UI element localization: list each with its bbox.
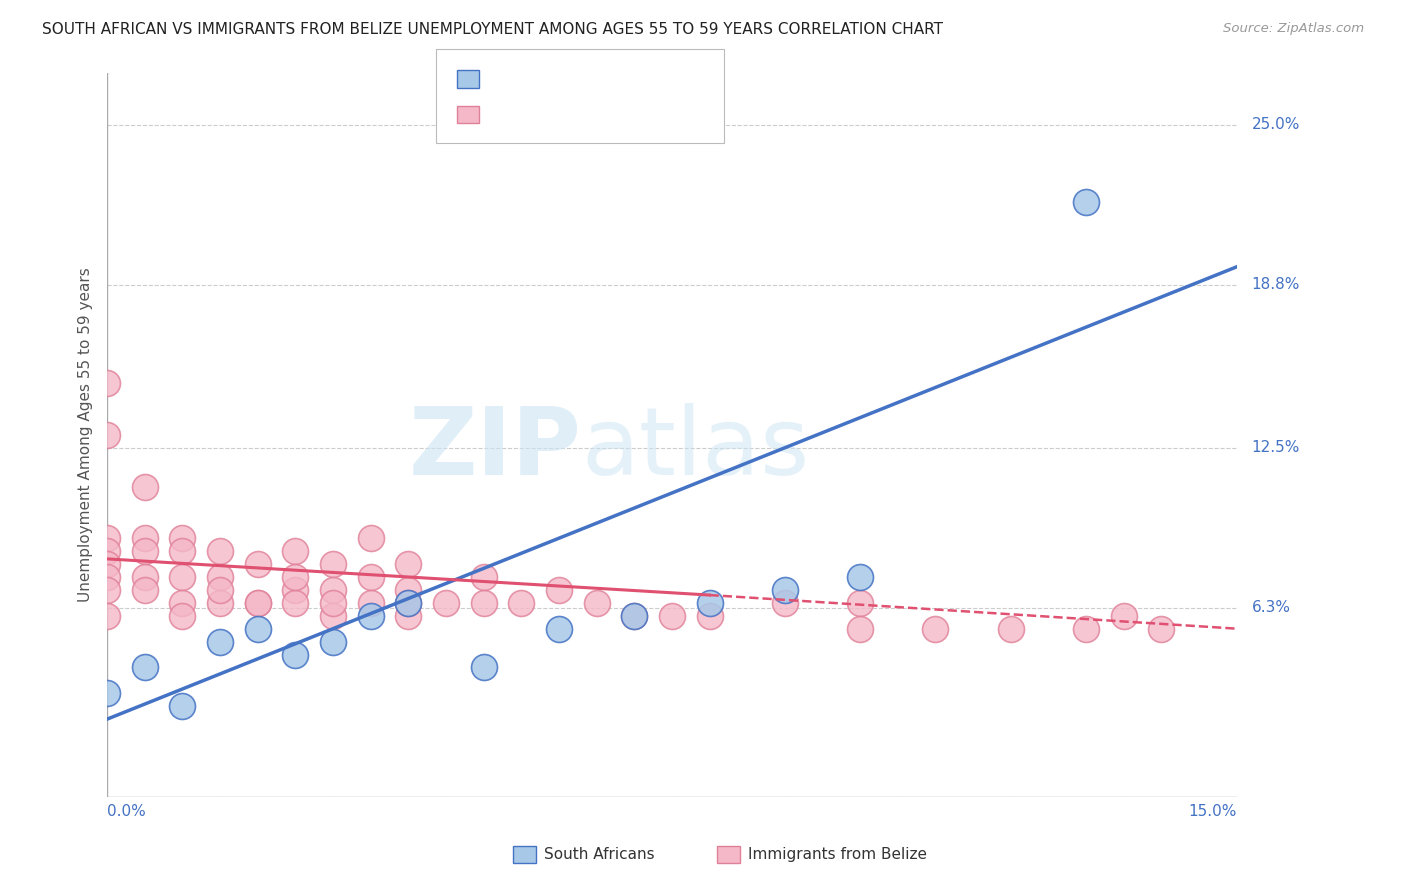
Point: [134, 660, 156, 674]
Point: [172, 531, 194, 545]
Point: [623, 608, 645, 623]
Point: [96, 376, 118, 391]
Point: [246, 596, 269, 610]
Point: [548, 622, 571, 636]
Point: [172, 544, 194, 558]
Point: [360, 608, 382, 623]
Point: [134, 544, 156, 558]
Point: [172, 608, 194, 623]
Text: R = -0.093   N = 57: R = -0.093 N = 57: [489, 107, 640, 122]
Point: [849, 596, 872, 610]
Point: [96, 557, 118, 571]
Point: [284, 648, 307, 662]
Text: 15.0%: 15.0%: [1188, 805, 1237, 820]
Point: [396, 596, 419, 610]
Point: [1150, 622, 1173, 636]
Point: [172, 699, 194, 714]
Text: Source: ZipAtlas.com: Source: ZipAtlas.com: [1223, 22, 1364, 36]
Point: [434, 596, 457, 610]
Point: [510, 596, 533, 610]
Point: [360, 596, 382, 610]
Point: [1112, 608, 1135, 623]
Point: [585, 596, 607, 610]
Point: [849, 570, 872, 584]
Point: [284, 544, 307, 558]
Point: [284, 582, 307, 597]
Point: [209, 544, 232, 558]
Point: [96, 427, 118, 442]
Point: [472, 570, 495, 584]
Point: [96, 582, 118, 597]
Point: [96, 686, 118, 700]
Point: [1000, 622, 1022, 636]
Point: [284, 596, 307, 610]
Point: [134, 582, 156, 597]
Text: ZIP: ZIP: [409, 403, 582, 495]
Point: [96, 531, 118, 545]
Point: [134, 479, 156, 493]
Point: [172, 596, 194, 610]
Text: South Africans: South Africans: [544, 847, 655, 862]
Point: [1074, 195, 1097, 210]
Point: [396, 608, 419, 623]
Point: [773, 596, 796, 610]
Point: [699, 608, 721, 623]
Point: [360, 570, 382, 584]
Point: [322, 582, 344, 597]
Text: SOUTH AFRICAN VS IMMIGRANTS FROM BELIZE UNEMPLOYMENT AMONG AGES 55 TO 59 YEARS C: SOUTH AFRICAN VS IMMIGRANTS FROM BELIZE …: [42, 22, 943, 37]
Point: [209, 596, 232, 610]
Point: [472, 596, 495, 610]
Point: [246, 596, 269, 610]
Text: 12.5%: 12.5%: [1251, 441, 1301, 455]
Point: [96, 608, 118, 623]
Point: [773, 582, 796, 597]
Point: [134, 570, 156, 584]
Y-axis label: Unemployment Among Ages 55 to 59 years: Unemployment Among Ages 55 to 59 years: [79, 268, 93, 602]
Point: [322, 634, 344, 648]
Point: [924, 622, 946, 636]
Point: [246, 622, 269, 636]
Point: [396, 582, 419, 597]
Text: 25.0%: 25.0%: [1251, 117, 1301, 132]
Point: [699, 596, 721, 610]
Point: [172, 570, 194, 584]
Point: [849, 622, 872, 636]
Point: [209, 634, 232, 648]
Point: [396, 596, 419, 610]
Text: atlas: atlas: [582, 403, 810, 495]
Point: [322, 596, 344, 610]
Point: [322, 608, 344, 623]
Text: R =  0.800   N = 16: R = 0.800 N = 16: [489, 71, 638, 87]
Text: Immigrants from Belize: Immigrants from Belize: [748, 847, 927, 862]
Point: [284, 570, 307, 584]
Text: 0.0%: 0.0%: [107, 805, 146, 820]
Point: [209, 570, 232, 584]
Text: 6.3%: 6.3%: [1251, 600, 1291, 615]
Point: [661, 608, 683, 623]
Point: [472, 660, 495, 674]
Point: [396, 557, 419, 571]
Point: [623, 608, 645, 623]
Point: [1074, 622, 1097, 636]
Text: 18.8%: 18.8%: [1251, 277, 1301, 293]
Point: [246, 557, 269, 571]
Point: [96, 570, 118, 584]
Point: [360, 531, 382, 545]
Point: [548, 582, 571, 597]
Point: [96, 544, 118, 558]
Point: [322, 557, 344, 571]
Point: [134, 531, 156, 545]
Point: [209, 582, 232, 597]
